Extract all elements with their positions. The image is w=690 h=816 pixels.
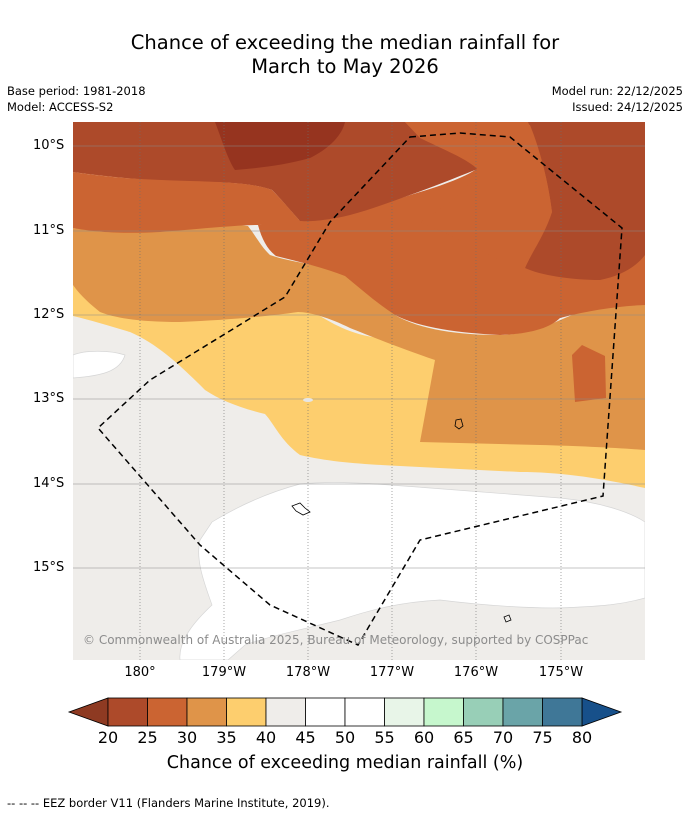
colorbar-segment (423, 697, 464, 727)
colorbar-segment (107, 697, 148, 727)
lon-label: 178°W (285, 665, 331, 680)
lon-label: 180° (124, 665, 156, 680)
lon-label: 175°W (538, 665, 584, 680)
colorbar-tick-label: 55 (374, 728, 395, 747)
field-20-25-patch (572, 345, 606, 402)
meta-left: Base period: 1981-2018 Model: ACCESS-S2 (7, 83, 146, 115)
field-20-25 (73, 122, 645, 280)
field-30-35 (73, 225, 645, 450)
colorbar-tick-label: 60 (413, 728, 435, 747)
colorbar-tick-label: 65 (453, 728, 474, 747)
colorbar-tick-label: 50 (334, 728, 356, 747)
island-east (454, 418, 464, 430)
base-period: Base period: 1981-2018 (7, 84, 146, 98)
colorbar (67, 697, 623, 727)
colorbar-title: Chance of exceeding median rainfall (%) (166, 753, 524, 773)
colorbar-tick-label: 20 (97, 728, 119, 747)
eez-footnote: -- -- -- EEZ border V11 (Flanders Marine… (7, 796, 330, 810)
colorbar-segment (502, 697, 543, 727)
colorbar-tick-label: 45 (295, 728, 316, 747)
graticule (73, 122, 645, 660)
colorbar-tick-label: 75 (532, 728, 553, 747)
field-25-30-upper (73, 172, 300, 233)
colorbar-segment (265, 697, 306, 727)
title-line-1: Chance of exceeding the median rainfall … (130, 31, 560, 54)
colorbar-over-arrow (581, 697, 623, 727)
lat-label: 11°S (33, 223, 65, 238)
colorbar-segment (542, 697, 583, 727)
colorbar-segment (305, 697, 346, 727)
field-25-30-north (405, 122, 552, 268)
lat-label: 14°S (33, 476, 65, 491)
colorbar-tick-label: 40 (255, 728, 277, 747)
lat-label: 10°S (33, 138, 65, 153)
meta-right: Model run: 22/12/2025 Issued: 24/12/2025 (552, 83, 683, 115)
model-run: Model run: 22/12/2025 (551, 84, 683, 98)
model-name: Model: ACCESS-S2 (7, 100, 114, 114)
chart-title: Chance of exceeding the median rainfall … (0, 31, 690, 79)
copyright-notice: © Commonwealth of Australia 2025, Bureau… (83, 633, 589, 647)
eez-border (96, 132, 623, 646)
colorbar-segment (186, 697, 227, 727)
issued-date: Issued: 24/12/2025 (572, 100, 683, 114)
probability-fields (73, 122, 645, 660)
colorbar-segment (463, 697, 504, 727)
colorbar-segment (384, 697, 425, 727)
colorbar-tick-label: 35 (216, 728, 237, 747)
colorbar-tick-label: 30 (176, 728, 198, 747)
field-white-left (73, 350, 126, 379)
colorbar-tick-label: 25 (137, 728, 158, 747)
lat-label: 13°S (33, 391, 65, 406)
colorbar-segment (344, 697, 385, 727)
islands (291, 398, 512, 623)
field-45-55 (179, 482, 645, 660)
colorbar-tick-label: 80 (571, 728, 593, 747)
lat-label: 15°S (33, 560, 65, 575)
lon-label: 179°W (201, 665, 247, 680)
island-south (291, 502, 311, 516)
island-southeast (503, 614, 512, 623)
lat-label: 12°S (33, 307, 65, 322)
colorbar-tick-label: 70 (492, 728, 514, 747)
colorbar-segment (226, 697, 267, 727)
island-small (303, 398, 313, 402)
title-line-2: March to May 2026 (251, 55, 439, 78)
lon-label: 177°W (369, 665, 415, 680)
lon-label: 176°W (453, 665, 499, 680)
colorbar-segment (147, 697, 188, 727)
colorbar-under-arrow (67, 697, 109, 727)
